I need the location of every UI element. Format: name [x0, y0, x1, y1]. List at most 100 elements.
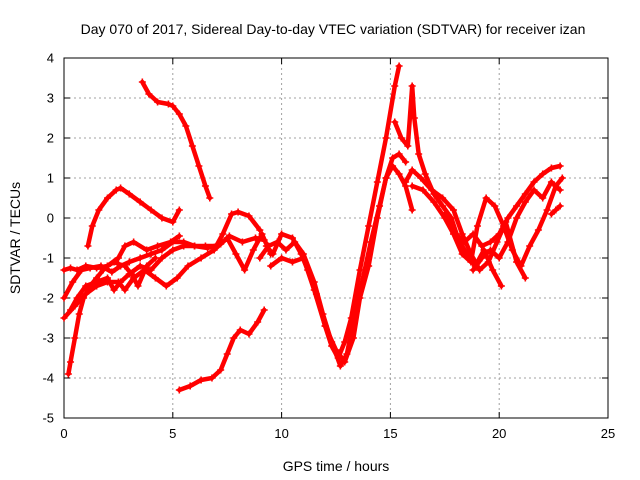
data-point: [97, 262, 105, 270]
data-point: [249, 246, 257, 254]
data-point: [60, 294, 68, 302]
data-point: [230, 334, 238, 342]
grid-lines: [64, 58, 608, 418]
x-tick-label: 15: [383, 426, 397, 441]
data-point: [186, 382, 194, 390]
data-point: [67, 358, 75, 366]
series-line: [177, 307, 267, 393]
series-line: [68, 209, 263, 313]
data-point: [134, 282, 142, 290]
data-point: [256, 254, 264, 262]
data-point: [491, 202, 499, 210]
data-point: [469, 230, 477, 238]
data-point: [556, 186, 564, 194]
data-point: [391, 118, 399, 126]
data-point: [184, 262, 192, 270]
series-track-9: [262, 62, 403, 362]
data-point: [175, 232, 183, 240]
data-point: [439, 202, 447, 210]
data-point: [373, 214, 381, 222]
data-point: [86, 264, 94, 272]
data-point: [547, 164, 555, 172]
data-point: [234, 208, 242, 216]
data-point: [71, 334, 79, 342]
data-point: [175, 110, 183, 118]
data-point: [228, 210, 236, 218]
data-point: [67, 264, 75, 272]
data-point: [478, 242, 486, 250]
x-tick-label: 10: [274, 426, 288, 441]
data-point: [480, 246, 488, 254]
data-point: [60, 314, 68, 322]
x-tick-label: 20: [492, 426, 506, 441]
data-point: [86, 282, 94, 290]
series-line: [66, 255, 158, 377]
data-point: [201, 182, 209, 190]
data-point: [127, 270, 135, 278]
data-point: [114, 260, 122, 268]
data-point: [530, 178, 538, 186]
data-point: [495, 254, 503, 262]
data-point: [421, 170, 429, 178]
data-point: [458, 250, 466, 258]
y-tick-label: 0: [47, 211, 54, 226]
data-point: [130, 238, 138, 246]
data-point: [473, 222, 481, 230]
data-point: [147, 250, 155, 258]
data-point: [521, 190, 529, 198]
data-point: [136, 198, 144, 206]
data-point: [104, 262, 112, 270]
data-point: [441, 210, 449, 218]
data-point: [365, 262, 373, 270]
data-point: [64, 370, 72, 378]
data-point: [173, 274, 181, 282]
data-point: [493, 238, 501, 246]
data-point: [88, 222, 96, 230]
data-point: [469, 266, 477, 274]
series-line: [442, 163, 563, 249]
data-point: [269, 250, 277, 258]
data-point: [197, 254, 205, 262]
data-point: [169, 218, 177, 226]
data-point: [382, 134, 390, 142]
data-point: [138, 78, 146, 86]
data-point: [84, 242, 92, 250]
x-tick-label: 0: [60, 426, 67, 441]
series-line: [403, 167, 528, 281]
data-point: [260, 306, 268, 314]
data-point: [125, 190, 133, 198]
series-line: [85, 185, 182, 249]
data-point: [389, 154, 397, 162]
data-point: [164, 100, 172, 108]
data-point: [158, 214, 166, 222]
data-point: [182, 122, 190, 130]
data-point: [349, 334, 357, 342]
data-point: [452, 230, 460, 238]
data-point: [219, 230, 227, 238]
data-point: [175, 386, 183, 394]
data-point: [336, 362, 344, 370]
data-point: [238, 238, 246, 246]
data-point: [402, 158, 410, 166]
y-tick-label: -4: [42, 371, 54, 386]
data-point: [201, 242, 209, 250]
plot-frame: [63, 57, 609, 419]
data-point: [108, 268, 116, 276]
data-point: [121, 242, 129, 250]
data-point: [104, 278, 112, 286]
data-point: [241, 266, 249, 274]
data-point: [245, 330, 253, 338]
data-point: [391, 82, 399, 90]
data-point: [256, 226, 264, 234]
series-track-16: [469, 178, 564, 274]
data-point: [521, 198, 529, 206]
data-point: [556, 162, 564, 170]
data-point: [415, 150, 423, 158]
data-point: [382, 174, 390, 182]
data-point: [526, 242, 534, 250]
data-point: [93, 282, 101, 290]
data-point: [482, 194, 490, 202]
data-point: [69, 278, 77, 286]
data-point: [223, 234, 231, 242]
data-point: [489, 266, 497, 274]
